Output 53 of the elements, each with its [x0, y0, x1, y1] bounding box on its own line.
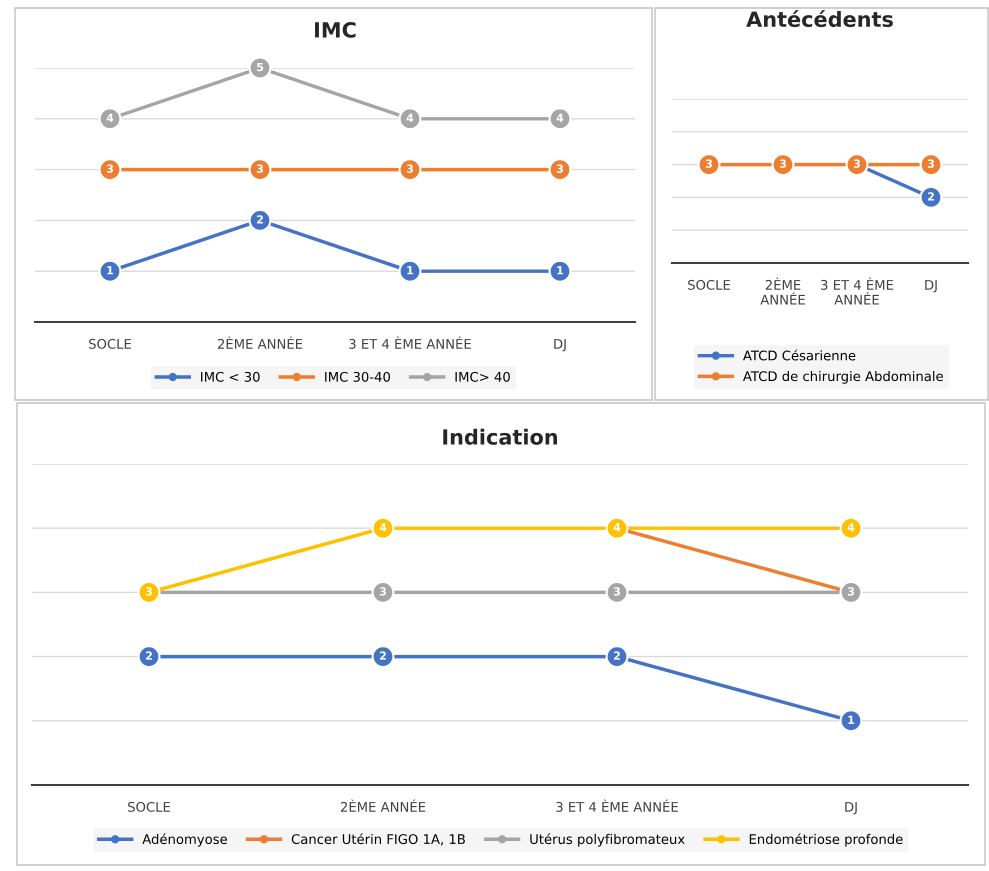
data-label: 3 — [106, 164, 113, 173]
legend-label: IMC> 40 — [456, 372, 510, 382]
legend-label: Adénomyose — [142, 833, 227, 847]
legend-label: Cancer Utérin FIGO 1A, 1B — [292, 833, 465, 846]
data-label: 3 — [256, 164, 263, 173]
legend-label: ATCD Césarienne — [742, 350, 856, 360]
data-label: 3 — [380, 587, 386, 596]
data-label: 5 — [256, 62, 264, 72]
x-tick-label: DJ — [845, 802, 857, 814]
data-label: 3 — [780, 159, 786, 168]
x-tick-label: 3 ET 4 ÈME ANNÉE — [821, 277, 894, 304]
data-label: 3 — [556, 164, 563, 173]
x-tick-label: DJ — [554, 339, 566, 352]
data-label: 4 — [106, 114, 114, 122]
data-label: 3 — [848, 587, 854, 596]
data-label: 2 — [928, 192, 934, 200]
x-tick-label: 3 ET 4 ÈME ANNÉE — [556, 799, 678, 812]
chart-title: IMC — [315, 22, 356, 38]
data-label: 4 — [406, 114, 414, 122]
x-tick-label: 2ÈME ANNÉE — [340, 799, 426, 812]
data-label: 3 — [614, 587, 620, 596]
chart-title: Indication — [443, 428, 558, 445]
data-label: 3 — [406, 164, 413, 173]
data-label: 1 — [107, 266, 114, 274]
x-tick-label: SOCLE — [128, 802, 170, 812]
legend-label: ATCD de chirurgie Abdominale — [742, 370, 943, 384]
data-label: 2 — [614, 651, 620, 660]
legend-label: IMC 30-40 — [325, 372, 390, 382]
point — [248, 56, 272, 80]
data-label: 2 — [380, 651, 386, 660]
legend-label: Utérus polyfibromateux — [530, 833, 685, 847]
data-label: 3 — [854, 159, 860, 168]
data-label: 3 — [706, 159, 712, 168]
x-tick-label: 3 ET 4 ÈME ANNÉE — [349, 336, 471, 349]
data-label: 4 — [848, 523, 854, 532]
legend-label: IMC < 30 — [201, 372, 260, 382]
x-tick-label: 2ÈME ANNÉE — [760, 277, 805, 304]
x-tick-label: SOCLE — [89, 338, 131, 349]
data-label: 1 — [848, 716, 854, 724]
data-label: 4 — [556, 114, 564, 122]
data-label: 3 — [146, 587, 152, 596]
data-label: 2 — [257, 215, 263, 224]
data-label: 2 — [146, 651, 152, 660]
data-label: 4 — [380, 523, 386, 532]
x-tick-label: 2ÈME ANNÉE — [218, 336, 302, 349]
data-label: 3 — [928, 159, 934, 168]
data-label: 1 — [407, 266, 414, 274]
x-tick-label: DJ — [925, 280, 937, 292]
x-tick-label: SOCLE — [688, 280, 730, 290]
legend-label: Endométriose profonde — [750, 833, 903, 847]
chart-title: Antécédents — [746, 10, 893, 28]
data-label: 1 — [557, 266, 564, 274]
data-label: 4 — [614, 523, 620, 532]
